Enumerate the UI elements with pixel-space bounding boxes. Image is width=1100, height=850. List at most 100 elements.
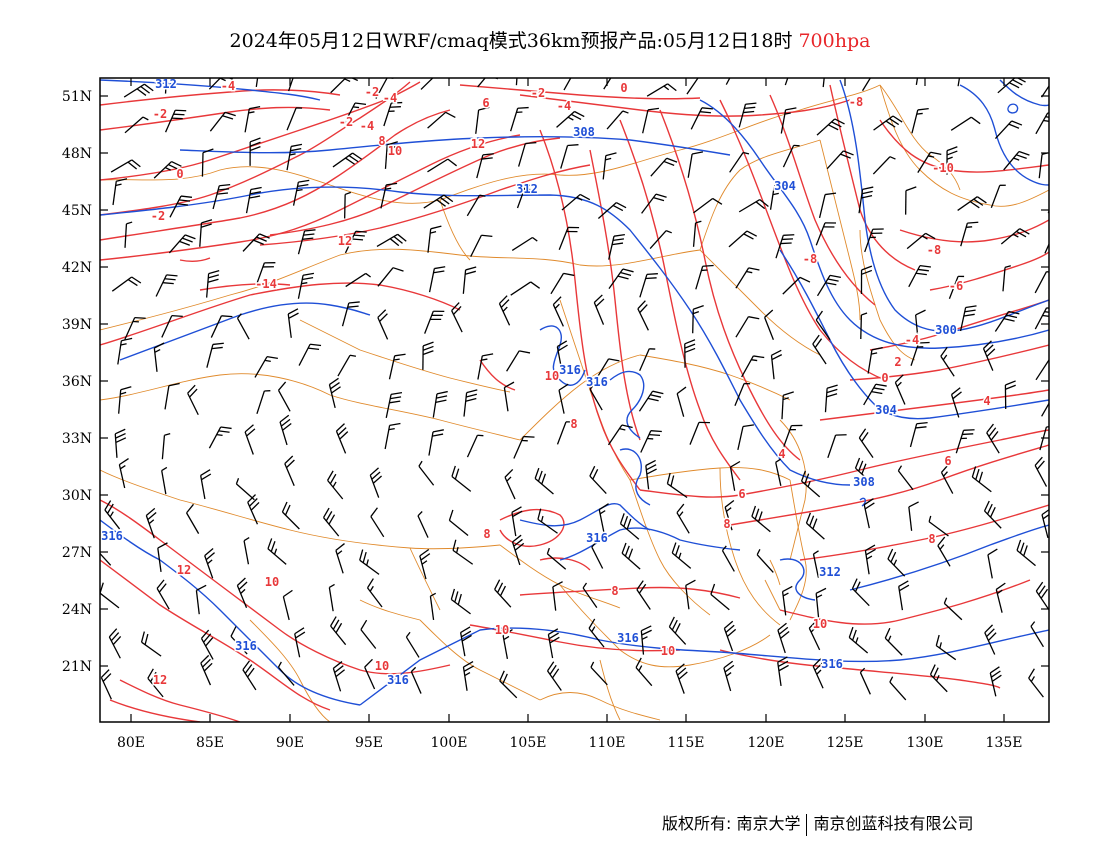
wind-barb: [723, 620, 737, 652]
wind-barb: [721, 545, 735, 572]
wind-barb: [915, 309, 926, 339]
wind-barb: [598, 503, 609, 534]
wind-barb: [684, 339, 696, 368]
wind-barb: [124, 221, 133, 248]
wind-barb: [737, 424, 754, 451]
lat-tick-label: 24N: [62, 602, 92, 618]
wind-barb: [560, 144, 579, 169]
wind-barb: [1041, 402, 1049, 417]
wind-barb: [894, 374, 906, 405]
wind-barb: [558, 383, 569, 414]
wind-barb: [860, 312, 868, 340]
wind-barb: [155, 274, 178, 297]
lat-tick-label: 27N: [62, 545, 92, 561]
height-contours: [100, 79, 1049, 706]
wind-barb: [164, 382, 180, 410]
wind-barb: [498, 295, 511, 326]
wind-barb: [994, 310, 1020, 332]
wind-barb: [156, 579, 170, 610]
wind-barb: [636, 580, 651, 610]
height-label: 312: [516, 182, 538, 196]
lon-tick-label: 95E: [355, 735, 383, 751]
lat-tick-label: 30N: [62, 488, 92, 504]
temperature-label: -2: [151, 209, 165, 223]
wind-barb: [370, 507, 385, 538]
wind-barb: [547, 628, 560, 659]
temperature-label: 8: [611, 584, 618, 598]
wind-barb: [337, 354, 357, 377]
wind-barb: [242, 233, 270, 252]
wind-barb: [867, 346, 883, 374]
height-label: 316: [559, 363, 581, 377]
lon-tick-label: 85E: [196, 735, 224, 751]
wind-barb: [824, 384, 838, 413]
wind-barb: [509, 106, 529, 132]
wind-barb: [466, 434, 484, 458]
wind-barb: [281, 501, 300, 530]
wind-barb: [690, 107, 713, 130]
wind-barbs: [100, 78, 1049, 701]
lat-tick-label: 39N: [62, 317, 92, 333]
wind-barb: [140, 631, 162, 657]
wind-barb: [1035, 581, 1049, 612]
wind-barb: [1041, 84, 1049, 98]
wind-barb: [286, 143, 303, 171]
wind-barb: [1004, 380, 1016, 409]
wind-barb: [1034, 456, 1048, 487]
wind-barb: [297, 272, 315, 299]
wind-barb: [384, 422, 401, 450]
wind-barb: [110, 159, 141, 173]
wind-barb: [100, 669, 112, 700]
wind-barb: [815, 587, 827, 618]
wind-barb: [344, 191, 352, 219]
lat-tick-label: 45N: [62, 203, 92, 219]
temperature-label: 8: [483, 527, 490, 541]
wind-barb: [826, 150, 854, 170]
wind-barb: [504, 468, 516, 500]
wind-barb: [864, 228, 884, 253]
wind-barb: [1016, 539, 1036, 567]
wind-barb: [1041, 508, 1049, 539]
wind-barb: [997, 78, 1026, 94]
wind-barb: [427, 225, 442, 253]
longitude-axis: 80E 85E 90E 95E 100E 105E 110E 115E 120E 125E 130E…: [117, 78, 1022, 751]
wind-barb: [940, 346, 955, 377]
wind-barb: [503, 381, 515, 412]
wind-barb: [243, 537, 250, 565]
wind-barb: [118, 386, 132, 414]
wind-barb: [161, 433, 171, 460]
wind-barb: [343, 102, 367, 125]
wind-barb: [247, 494, 260, 525]
wind-barb: [330, 616, 347, 646]
wind-barb: [429, 592, 437, 621]
wind-barb: [588, 618, 605, 648]
wind-barb: [729, 151, 750, 173]
wind-barb: [723, 660, 735, 692]
wind-barb: [851, 578, 870, 607]
wind-barb: [724, 499, 735, 531]
wind-barb: [948, 275, 965, 300]
wind-barb: [147, 668, 164, 698]
wind-barb: [593, 294, 605, 325]
wind-barb: [608, 233, 625, 260]
wind-barb: [781, 585, 793, 616]
wind-barb: [534, 467, 554, 495]
wind-barb: [506, 350, 531, 372]
credit-separator: [806, 813, 808, 836]
wind-barb: [111, 276, 142, 292]
wind-barb: [608, 268, 634, 289]
temperature-label: -14: [255, 277, 277, 291]
lon-tick-label: 105E: [510, 735, 547, 751]
wind-barb: [741, 355, 765, 378]
wind-barb: [1047, 208, 1049, 214]
wind-barb: [635, 657, 653, 687]
wind-barb: [200, 629, 214, 660]
lat-tick-label: 42N: [62, 260, 92, 276]
wind-barb: [1002, 265, 1011, 292]
wind-barb: [640, 430, 662, 453]
wind-barb: [905, 186, 917, 215]
wind-barb: [376, 233, 407, 248]
wind-barb: [591, 538, 604, 569]
wind-barb: [199, 219, 213, 247]
